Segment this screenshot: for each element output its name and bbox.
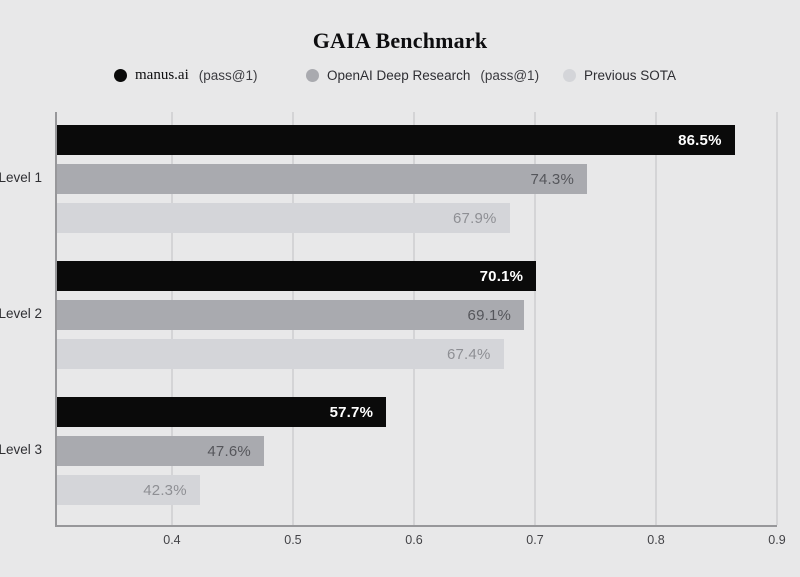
x-tick-label: 0.8 <box>647 533 665 547</box>
bar-previous-sota: 67.4% <box>57 339 504 369</box>
chart-title: GAIA Benchmark <box>312 28 488 53</box>
category-label: Level 1 <box>0 170 42 185</box>
bar-value-label: 42.3% <box>143 481 187 499</box>
gridline <box>533 112 536 525</box>
bar-value-label: 74.3% <box>530 170 575 188</box>
x-tick-label: 0.6 <box>405 533 423 547</box>
category-label: Level 2 <box>0 306 42 321</box>
legend-dot-icon <box>563 68 576 82</box>
legend-dot-icon <box>306 68 319 82</box>
bar-previous-sota: 42.3% <box>57 475 200 505</box>
legend-label-suffix: (pass@1) <box>480 67 540 83</box>
x-tick-label: 0.7 <box>526 533 544 547</box>
legend-label-suffix: (pass@1) <box>198 67 258 83</box>
bar-value-label: 47.6% <box>207 442 251 460</box>
legend-item-previous-sota: Previous SOTA <box>563 66 686 84</box>
bar-value-label: 67.4% <box>446 345 491 363</box>
bar-manus: 70.1% <box>57 261 537 291</box>
bar-value-label: 67.9% <box>453 209 497 227</box>
bar-value-label: 70.1% <box>479 267 524 285</box>
bar-openai: 69.1% <box>57 300 525 330</box>
legend-item-openai: OpenAI Deep Research (pass@1) <box>306 66 539 84</box>
bar-value-label: 86.5% <box>678 131 722 149</box>
bar-openai: 74.3% <box>57 164 588 194</box>
gridline <box>776 112 778 525</box>
legend-label: OpenAI Deep Research <box>327 67 471 83</box>
legend-dot-icon <box>114 68 127 82</box>
gridline <box>654 112 657 525</box>
bar-manus: 57.7% <box>57 397 387 427</box>
bar-manus: 86.5% <box>57 125 735 155</box>
bar-value-label: 57.7% <box>329 403 374 421</box>
legend-label: Previous SOTA <box>584 67 677 83</box>
bar-previous-sota: 67.9% <box>57 203 510 233</box>
bar-openai: 47.6% <box>57 436 264 466</box>
x-tick-label: 0.9 <box>768 533 786 547</box>
category-label: Level 3 <box>0 442 42 457</box>
bar-value-label: 69.1% <box>467 306 512 324</box>
legend-label: manus.ai <box>135 66 189 83</box>
legend-item-manus: manus.ai (pass@1) <box>114 66 257 84</box>
x-tick-label: 0.4 <box>163 533 181 547</box>
x-tick-label: 0.5 <box>284 533 302 547</box>
plot-area: 0.4 0.5 0.6 0.7 0.8 0.9 Level 1 86.5% 74.3% 67.9%… <box>0 112 786 547</box>
